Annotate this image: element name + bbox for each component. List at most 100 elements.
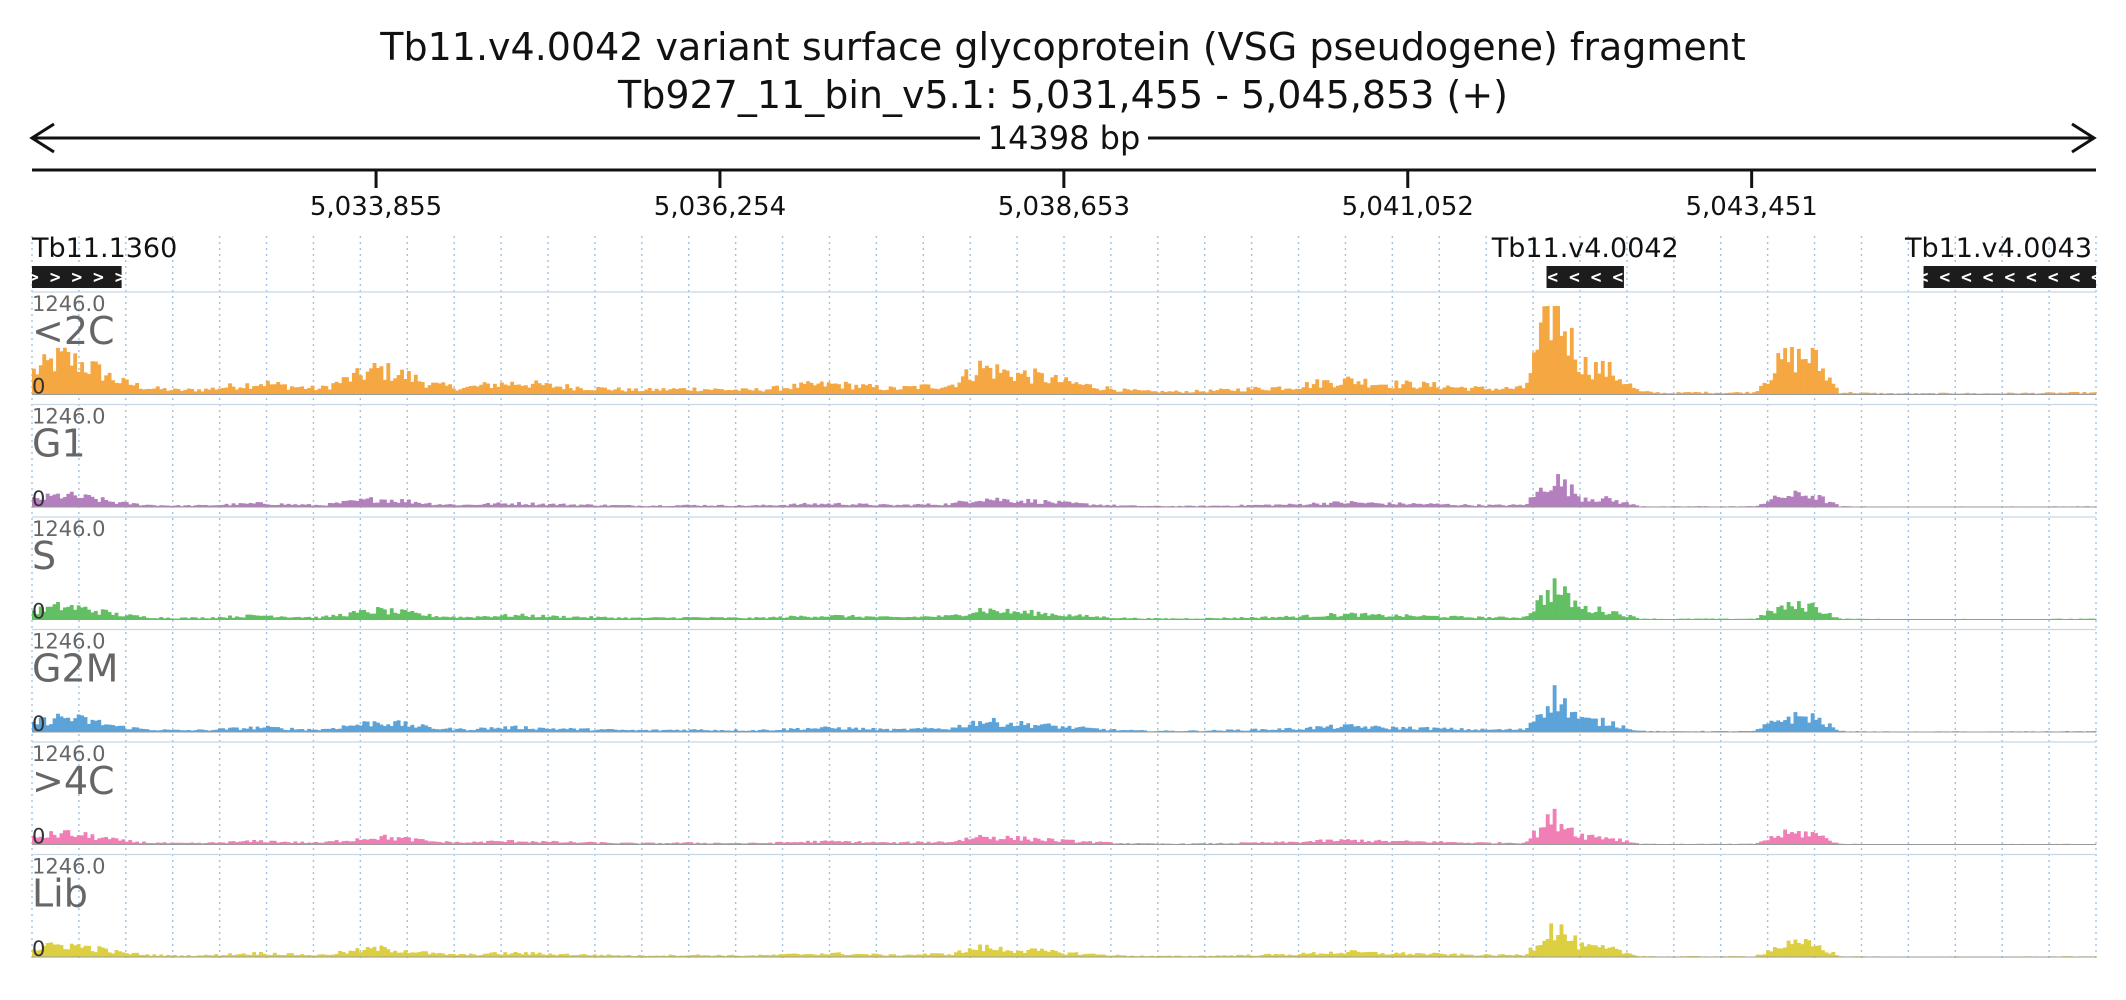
coverage-bar bbox=[613, 843, 618, 845]
coverage-bar bbox=[720, 729, 724, 732]
coverage-bar bbox=[283, 384, 287, 395]
coverage-bar bbox=[35, 374, 40, 395]
coverage-bar bbox=[895, 843, 900, 845]
coverage-bar bbox=[489, 504, 494, 507]
coverage-bar bbox=[885, 955, 890, 957]
coverage-bar bbox=[1060, 953, 1065, 957]
coverage-bar bbox=[1580, 501, 1585, 507]
coverage-bar bbox=[833, 614, 838, 620]
coverage-bar bbox=[1046, 723, 1051, 732]
coverage-bar bbox=[1256, 843, 1261, 845]
coverage-bar bbox=[847, 841, 852, 845]
gene-feature[interactable] bbox=[1546, 266, 1624, 288]
coverage-bar bbox=[778, 954, 783, 957]
coverage-bar bbox=[1421, 841, 1426, 845]
coverage-bar bbox=[1470, 617, 1474, 620]
coverage-bar bbox=[1401, 727, 1406, 732]
coverage-bar bbox=[1122, 617, 1127, 620]
coverage-bar bbox=[548, 383, 552, 395]
coverage-bar bbox=[1497, 616, 1502, 620]
coverage-bar bbox=[283, 504, 287, 507]
gene-feature[interactable] bbox=[32, 266, 122, 288]
coverage-bar bbox=[52, 944, 57, 957]
coverage-bar bbox=[1349, 950, 1354, 957]
coverage-bar bbox=[389, 608, 394, 620]
coverage-bar bbox=[1525, 616, 1530, 620]
coverage-bar bbox=[56, 944, 60, 957]
coverage-bar bbox=[321, 385, 325, 395]
coverage-bar bbox=[1604, 614, 1609, 620]
coverage-bar bbox=[847, 727, 852, 732]
coverage-bar bbox=[513, 504, 518, 507]
coverage-bar bbox=[1026, 839, 1031, 845]
coverage-bar bbox=[537, 383, 542, 395]
coverage-bar bbox=[179, 730, 184, 732]
coverage-bar bbox=[771, 843, 776, 845]
coverage-bar bbox=[558, 954, 563, 957]
coverage-bar bbox=[1807, 722, 1812, 732]
coverage-bar bbox=[1394, 841, 1399, 845]
coverage-bar bbox=[809, 842, 814, 845]
coverage-bar bbox=[802, 842, 807, 845]
coverage-bar bbox=[1521, 505, 1526, 507]
coverage-bar bbox=[585, 617, 590, 620]
coverage-bar bbox=[1311, 384, 1316, 395]
gene-feature[interactable] bbox=[1923, 266, 2096, 288]
coverage-bar bbox=[1222, 955, 1227, 957]
coverage-bar bbox=[1628, 383, 1633, 395]
coverage-bar bbox=[1449, 727, 1454, 732]
coverage-bar bbox=[864, 842, 869, 845]
coverage-bar bbox=[1115, 618, 1120, 620]
coverage-bar bbox=[1280, 390, 1285, 395]
coverage-bar bbox=[1449, 953, 1454, 957]
coverage-bar bbox=[38, 836, 43, 845]
coverage-bar bbox=[940, 505, 945, 507]
coverage-bar bbox=[1425, 842, 1430, 845]
coverage-bar bbox=[1243, 391, 1247, 395]
coverage-bar bbox=[819, 616, 824, 620]
coverage-bar bbox=[190, 617, 195, 620]
coverage-bar bbox=[950, 727, 955, 732]
coverage-bar bbox=[1394, 380, 1399, 395]
coverage-bar bbox=[616, 730, 621, 732]
coverage-bar bbox=[479, 727, 484, 732]
coverage-bar bbox=[272, 505, 277, 507]
coverage-bar bbox=[737, 730, 742, 732]
coverage-bar bbox=[623, 955, 628, 957]
coverage-bar bbox=[812, 954, 817, 957]
coverage-bar bbox=[610, 505, 614, 507]
coverage-bar bbox=[214, 505, 219, 507]
coverage-bar bbox=[293, 729, 298, 732]
coverage-bar bbox=[1766, 840, 1770, 845]
coverage-bar bbox=[854, 953, 859, 957]
coverage-bar bbox=[2068, 391, 2073, 395]
coverage-bar bbox=[1466, 390, 1471, 395]
coverage-bar bbox=[1346, 839, 1351, 845]
coverage-bar bbox=[826, 841, 831, 845]
coverage-bar bbox=[616, 955, 621, 957]
coverage-bar bbox=[286, 389, 291, 395]
coverage-bar bbox=[868, 383, 872, 395]
coverage-bar bbox=[1938, 392, 1942, 395]
coverage-bar bbox=[912, 842, 917, 845]
coverage-bar bbox=[1084, 503, 1089, 507]
coverage-bar bbox=[1566, 717, 1571, 732]
coverage-bar bbox=[1501, 954, 1505, 957]
coverage-bar bbox=[668, 389, 673, 395]
coverage-bar bbox=[1163, 730, 1168, 732]
coverage-bar bbox=[713, 505, 718, 507]
coverage-bar bbox=[757, 843, 762, 845]
coverage-bar bbox=[692, 617, 697, 620]
coverage-bar bbox=[238, 503, 243, 507]
coverage-bar bbox=[1542, 827, 1547, 845]
coverage-bar bbox=[565, 842, 570, 845]
coverage-bar bbox=[926, 728, 931, 732]
coverage-bar bbox=[1002, 951, 1007, 957]
coverage-bar bbox=[757, 729, 762, 732]
coverage-bar bbox=[1188, 955, 1192, 957]
coverage-bar bbox=[179, 955, 184, 957]
coverage-bar bbox=[1036, 838, 1041, 845]
coverage-bar bbox=[1215, 843, 1220, 845]
coverage-bar bbox=[248, 726, 253, 732]
coverage-bar bbox=[998, 946, 1003, 957]
